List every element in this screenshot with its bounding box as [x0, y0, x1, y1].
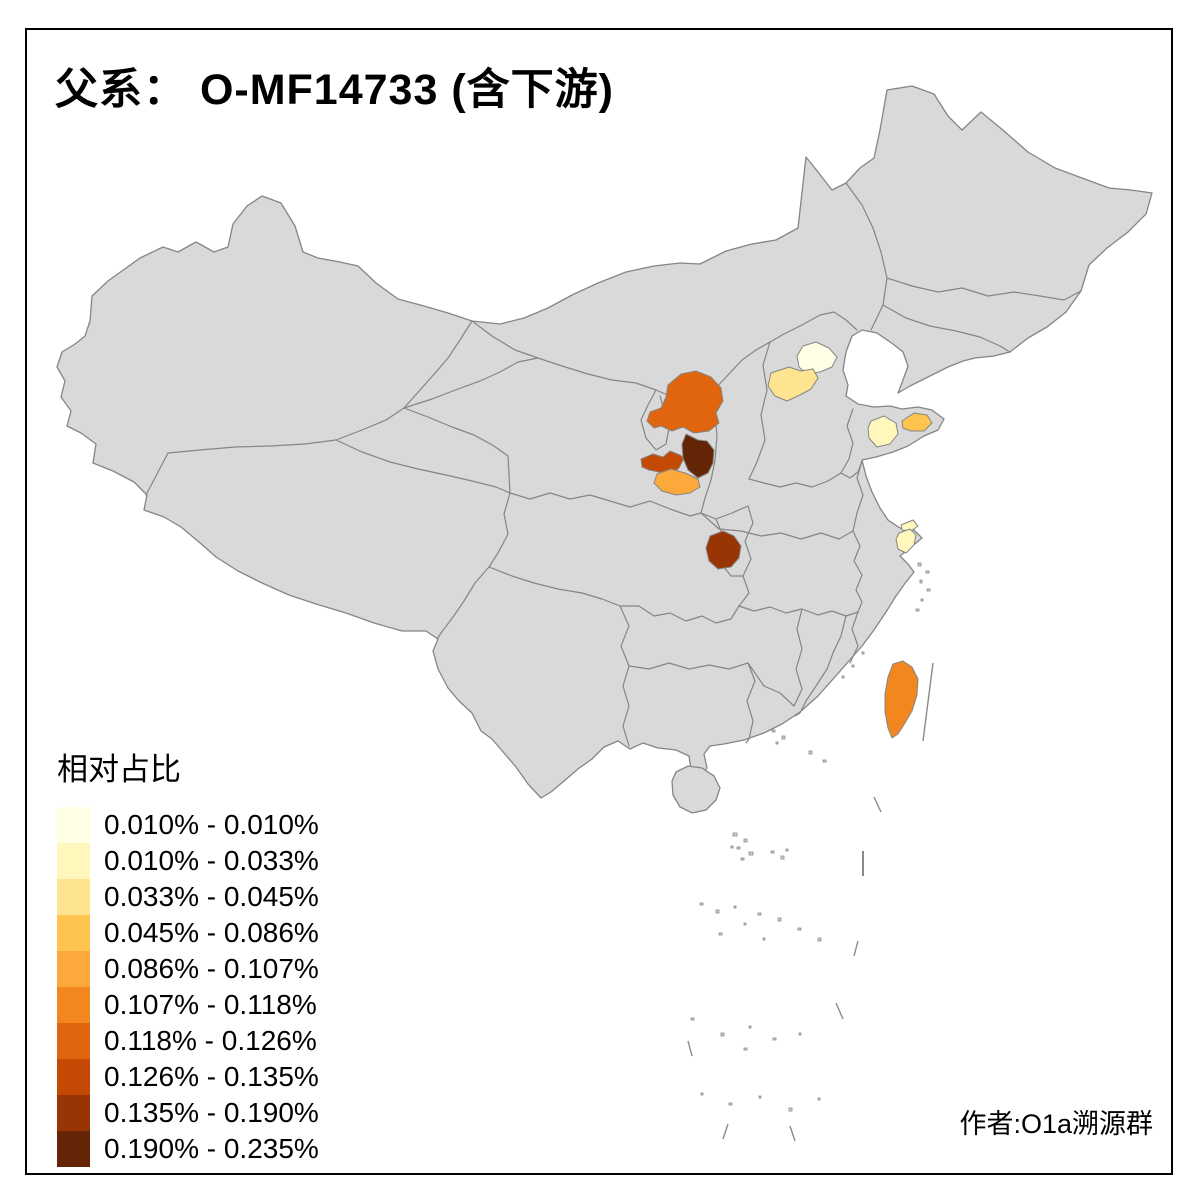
legend-label: 0.107% - 0.118% [104, 989, 317, 1020]
legend-item: 0.135% - 0.190% [57, 1095, 319, 1131]
legend-item: 0.190% - 0.235% [57, 1131, 319, 1167]
map-title: 父系： O-MF14733 (含下游) [55, 66, 614, 114]
legend-swatch [57, 843, 90, 879]
region-yantai [901, 412, 933, 432]
region-baoji [640, 450, 685, 476]
region-weifang [867, 415, 899, 448]
legend-label: 0.010% - 0.010% [104, 809, 319, 840]
legend-label: 0.190% - 0.235% [104, 1133, 319, 1164]
region-shanghai [895, 528, 917, 554]
legend-item: 0.010% - 0.033% [57, 843, 319, 879]
legend-label: 0.126% - 0.135% [104, 1061, 319, 1092]
legend-item: 0.126% - 0.135% [57, 1059, 319, 1095]
legend-swatch [57, 1059, 90, 1095]
legend-swatch [57, 1095, 90, 1131]
hainan-island [671, 765, 721, 814]
legend-item: 0.033% - 0.045% [57, 879, 319, 915]
legend-item: 0.118% - 0.126% [57, 1023, 319, 1059]
region-baoding [767, 366, 819, 402]
legend-swatch [57, 951, 90, 987]
mainland-outline [56, 85, 1153, 799]
legend-swatch [57, 987, 90, 1023]
colored-regions [640, 341, 933, 739]
legend-swatch [57, 915, 90, 951]
legend-swatch [57, 879, 90, 915]
region-yanan [646, 370, 724, 434]
legend-swatch [57, 807, 90, 843]
legend-swatch [57, 1023, 90, 1059]
legend-swatch [57, 1131, 90, 1167]
legend-item: 0.107% - 0.118% [57, 987, 319, 1023]
attribution: 作者:O1a溯源群 [959, 1109, 1153, 1139]
legend-label: 0.135% - 0.190% [104, 1097, 319, 1128]
region-weinan [681, 433, 715, 479]
map-frame [25, 28, 1173, 1175]
legend-item: 0.086% - 0.107% [57, 951, 319, 987]
legend-label: 0.045% - 0.086% [104, 917, 319, 948]
south-china-sea-islands [687, 562, 934, 1142]
legend: 相对占比 0.010% - 0.010% 0.010% - 0.033% 0.0… [57, 744, 319, 1167]
legend-title: 相对占比 [57, 752, 181, 787]
legend-label: 0.010% - 0.033% [104, 845, 319, 876]
region-taiwan [884, 660, 919, 739]
legend-item: 0.045% - 0.086% [57, 915, 319, 951]
region-bazhong [705, 530, 742, 570]
legend-label: 0.118% - 0.126% [104, 1025, 317, 1056]
region-xianyang [653, 468, 701, 496]
region-nantong [900, 519, 919, 532]
legend-label: 0.086% - 0.107% [104, 953, 319, 984]
legend-item: 0.010% - 0.010% [57, 807, 319, 843]
region-beijing [796, 341, 838, 375]
legend-label: 0.033% - 0.045% [104, 881, 319, 912]
